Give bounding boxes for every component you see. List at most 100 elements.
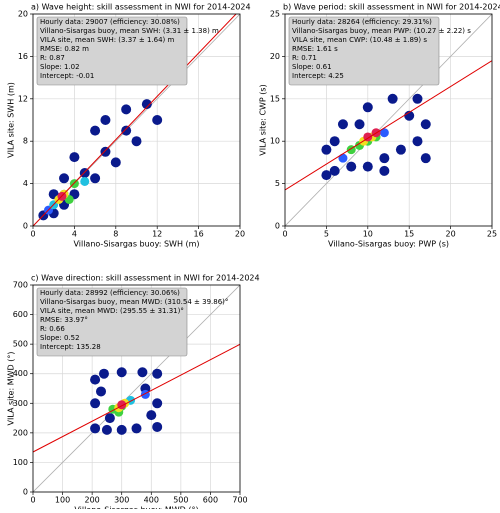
x-tick-label: 16 xyxy=(194,230,204,239)
x-tick-label: 5 xyxy=(324,230,329,239)
point xyxy=(100,115,110,125)
point xyxy=(137,367,147,377)
annotation-line: R: 0.71 xyxy=(292,54,317,62)
panel: b) Wave period: skill assessment in NWI … xyxy=(259,3,500,249)
point xyxy=(152,398,162,408)
point xyxy=(90,423,100,433)
y-tick-label: 0 xyxy=(23,488,28,497)
annotation-line: Hourly data: 28992 (efficiency: 30.06%) xyxy=(40,289,180,297)
x-tick-label: 600 xyxy=(203,496,218,505)
point xyxy=(121,126,131,136)
point xyxy=(421,119,431,129)
point xyxy=(152,369,162,379)
point xyxy=(90,375,100,385)
point xyxy=(338,154,347,163)
annotation-line: Intercept: 135.28 xyxy=(40,343,101,351)
y-tick-label: 200 xyxy=(13,428,28,437)
point xyxy=(355,119,365,129)
x-tick-label: 300 xyxy=(114,496,129,505)
y-tick-label: 20 xyxy=(18,10,28,19)
point xyxy=(96,386,106,396)
point xyxy=(105,413,115,423)
annotation-line: RMSE: 1.61 s xyxy=(292,45,338,53)
x-tick-label: 0 xyxy=(30,230,35,239)
annotation-line: Hourly data: 28264 (efficiency: 29.31%) xyxy=(292,18,432,26)
annotation-line: RMSE: 0.82 m xyxy=(40,45,89,53)
y-tick-label: 5 xyxy=(275,179,280,188)
point xyxy=(379,166,389,176)
point xyxy=(330,166,340,176)
annotation-line: Intercept: 4.25 xyxy=(292,72,344,80)
annotation-line: Slope: 0.52 xyxy=(40,334,80,342)
y-tick-label: 600 xyxy=(13,310,28,319)
point xyxy=(99,369,109,379)
x-tick-label: 10 xyxy=(363,230,373,239)
x-tick-label: 700 xyxy=(232,496,247,505)
point xyxy=(90,398,100,408)
annotation-line: VILA site, mean SWH: (3.37 ± 1.64) m xyxy=(40,36,174,44)
annotation-line: Villano-Sisargas buoy, mean PWP: (10.27 … xyxy=(292,27,471,35)
y-axis-label: VILA site: MWD (°) xyxy=(7,352,16,426)
point xyxy=(80,177,89,186)
x-tick-label: 20 xyxy=(446,230,456,239)
point xyxy=(146,410,156,420)
x-tick-label: 4 xyxy=(72,230,77,239)
point xyxy=(412,94,422,104)
point xyxy=(152,115,162,125)
point xyxy=(396,145,406,155)
y-tick-label: 12 xyxy=(18,94,28,103)
x-tick-label: 15 xyxy=(404,230,414,239)
annotation-line: R: 0.66 xyxy=(40,325,65,333)
y-tick-label: 15 xyxy=(270,94,280,103)
panel: c) Wave direction: skill assessment in N… xyxy=(7,274,260,510)
y-axis-label: VILA site: CWP (s) xyxy=(259,84,268,155)
y-tick-label: 0 xyxy=(275,222,280,231)
panel-title: a) Wave height: skill assessment in NWI … xyxy=(31,3,251,12)
x-tick-label: 25 xyxy=(487,230,497,239)
x-tick-label: 400 xyxy=(144,496,159,505)
annotation-line: Villano-Sisargas buoy, mean MWD: (310.54… xyxy=(40,298,228,306)
y-tick-label: 20 xyxy=(270,52,280,61)
annotation-line: Intercept: -0.01 xyxy=(40,72,94,80)
point xyxy=(121,104,131,114)
annotation-line: Hourly data: 29007 (efficiency: 30.08%) xyxy=(40,18,180,26)
y-tick-label: 16 xyxy=(18,52,28,61)
x-axis-label: Villano-Sisargas buoy: PWP (s) xyxy=(328,240,449,249)
panel-title: b) Wave period: skill assessment in NWI … xyxy=(283,3,500,12)
point xyxy=(132,136,142,146)
point xyxy=(321,145,331,155)
annotation-line: VILA site, mean CWP: (10.48 ± 1.89) s xyxy=(292,36,427,44)
y-tick-label: 500 xyxy=(13,340,28,349)
point xyxy=(90,173,100,183)
point xyxy=(330,136,340,146)
point xyxy=(111,157,121,167)
point xyxy=(346,162,356,172)
point xyxy=(338,119,348,129)
y-axis-label: VILA site: SWH (m) xyxy=(7,82,16,158)
point xyxy=(117,425,127,435)
annotation-line: VILA site, mean MWD: (295.55 ± 31.31)° xyxy=(40,307,184,315)
x-tick-label: 8 xyxy=(113,230,118,239)
x-tick-label: 0 xyxy=(30,496,35,505)
x-axis-label: Villano-Sisargas buoy: MWD (°) xyxy=(74,506,198,510)
y-tick-label: 0 xyxy=(23,222,28,231)
x-tick-label: 500 xyxy=(173,496,188,505)
y-tick-label: 25 xyxy=(270,10,280,19)
annotation-line: Slope: 0.61 xyxy=(292,63,332,71)
y-tick-label: 700 xyxy=(13,281,28,290)
x-tick-label: 100 xyxy=(55,496,70,505)
point xyxy=(363,102,373,112)
panel: a) Wave height: skill assessment in NWI … xyxy=(7,3,251,249)
point xyxy=(152,422,162,432)
point xyxy=(132,423,142,433)
point xyxy=(102,425,112,435)
x-tick-label: 12 xyxy=(152,230,162,239)
point xyxy=(388,94,398,104)
y-tick-label: 4 xyxy=(23,179,28,188)
point xyxy=(90,126,100,136)
point xyxy=(421,153,431,163)
point xyxy=(59,173,69,183)
annotation-line: Villano-Sisargas buoy, mean SWH: (3.31 ±… xyxy=(40,27,219,35)
x-tick-label: 200 xyxy=(85,496,100,505)
